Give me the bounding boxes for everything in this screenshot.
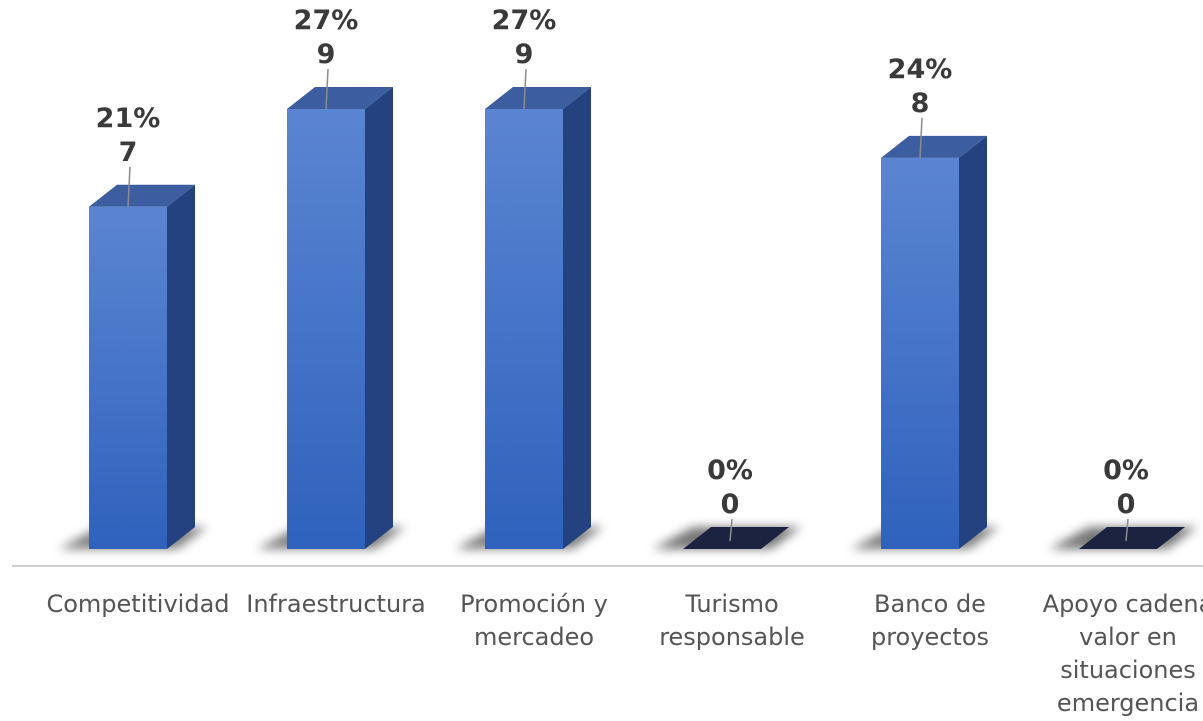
category-label: Promoción y mercadeo <box>460 590 608 651</box>
bar <box>89 206 167 549</box>
bar-side <box>563 87 591 549</box>
bar-side <box>167 184 195 549</box>
data-label-leader <box>523 68 527 110</box>
category-label: Turismo responsable <box>659 590 805 651</box>
bar-zero <box>683 527 789 549</box>
bar-side <box>365 87 393 549</box>
bars-group <box>59 68 1197 549</box>
value-label: 0 <box>721 489 740 520</box>
data-label-leader <box>919 117 923 158</box>
percent-label: 27% <box>492 5 557 36</box>
bar-side <box>959 135 987 549</box>
bar-top <box>287 87 393 109</box>
value-label: 9 <box>515 39 534 70</box>
percent-label: 21% <box>96 103 161 134</box>
percent-label: 0% <box>1103 455 1149 486</box>
value-label: 0 <box>1117 489 1136 520</box>
bar <box>287 109 365 549</box>
data-label-leader <box>127 166 131 207</box>
value-label: 7 <box>119 137 138 168</box>
bar-top <box>89 184 195 207</box>
bar <box>485 109 563 549</box>
bar <box>881 157 959 549</box>
data-label-leader <box>729 518 733 542</box>
percent-label: 24% <box>888 54 953 85</box>
value-label: 8 <box>911 88 930 119</box>
bar-zero <box>1079 527 1185 549</box>
value-label: 9 <box>317 39 336 70</box>
data-label-leader <box>325 68 329 110</box>
category-label: Competitividad <box>46 590 229 618</box>
bar-top <box>881 135 987 158</box>
percent-label: 0% <box>707 455 753 486</box>
data-label-leader <box>1125 518 1129 542</box>
category-label: Banco de proyectos <box>871 590 989 651</box>
category-label: Infraestructura <box>246 590 425 618</box>
percent-label: 27% <box>294 5 359 36</box>
bar-top <box>485 87 591 109</box>
category-label: Apoyo cadena valor en situaciones emergenci… <box>1043 590 1203 717</box>
labels-group: 21%7Competitividad27%9Infraestructura27%… <box>46 5 1203 717</box>
